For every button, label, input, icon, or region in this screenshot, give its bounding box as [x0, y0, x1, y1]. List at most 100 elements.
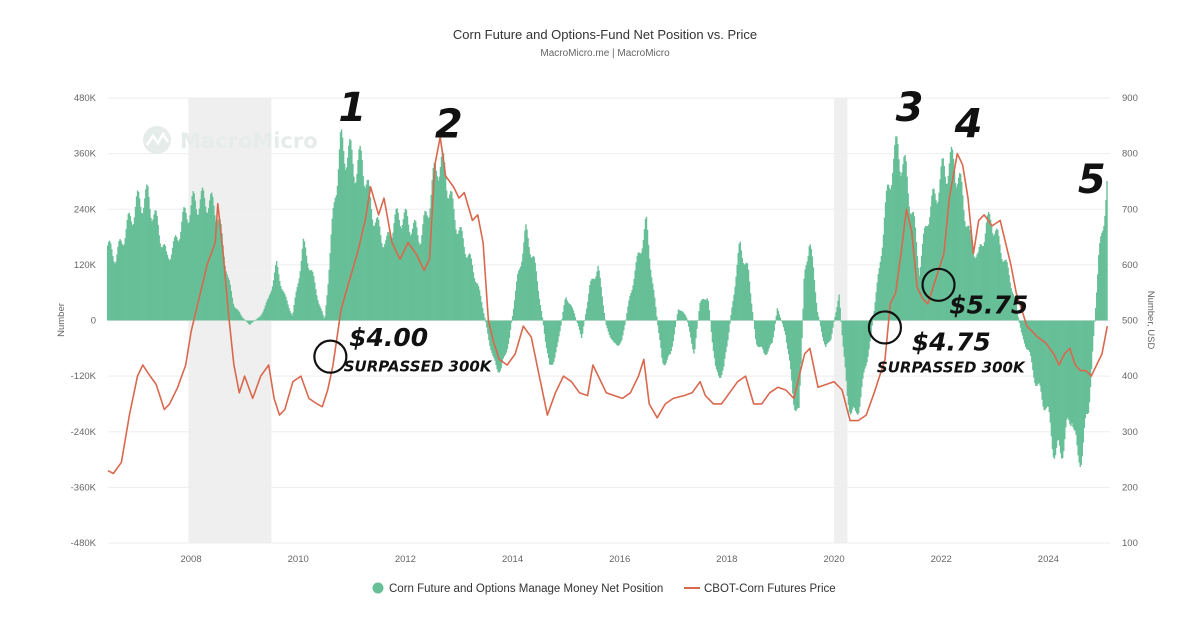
net-position-bar [948, 163, 951, 321]
net-position-bar [185, 212, 187, 321]
net-position-bar [534, 262, 536, 321]
left-axis-ticks: 480K 360K 240K 120K 0 -120K -240K -360K -480K [71, 93, 97, 549]
net-position-bar [472, 272, 475, 321]
net-position-bar [162, 245, 165, 321]
net-position-bar [562, 311, 564, 321]
net-position-bar [463, 246, 465, 321]
net-position-bar [252, 320, 254, 322]
net-position-bar [694, 320, 696, 350]
net-position-bar [881, 247, 884, 321]
net-position-bar [416, 227, 418, 321]
legend-dot-icon [372, 582, 384, 594]
net-position-bar [988, 213, 991, 321]
net-position-bar [381, 242, 383, 321]
net-position-bar [554, 320, 556, 358]
net-position-bar [786, 320, 789, 349]
legend-item-price[interactable]: CBOT-Corn Futures Price [684, 583, 836, 595]
net-position-bar [354, 183, 356, 321]
net-position-bar [1099, 243, 1101, 321]
net-position-bar [884, 202, 887, 321]
net-position-bar [324, 316, 326, 321]
net-position-bar [461, 230, 463, 321]
net-position-bar [578, 320, 581, 330]
net-position-bar [591, 278, 593, 321]
net-position-bar [396, 208, 398, 321]
net-position-bar [118, 241, 120, 321]
net-position-bar [322, 314, 324, 321]
net-position-bar [334, 197, 337, 321]
net-position-bar [907, 193, 909, 321]
net-position-bar [982, 246, 985, 321]
net-position-bar [337, 169, 340, 321]
net-position-bar [154, 210, 156, 321]
net-position-bar [804, 269, 806, 321]
net-position-bar [697, 320, 699, 321]
net-position-bar [344, 169, 347, 321]
net-position-bar [816, 311, 819, 321]
net-position-bar [709, 320, 712, 321]
net-position-bar [1093, 320, 1096, 322]
net-position-bar [911, 212, 914, 321]
net-position-bar [990, 226, 993, 321]
net-position-bar [608, 320, 611, 335]
net-position-bar [1102, 230, 1104, 321]
net-position-bar [969, 229, 971, 321]
net-position-bar [567, 302, 569, 321]
net-position-bar [761, 320, 763, 348]
net-position-bar [142, 213, 144, 321]
net-position-bar [165, 251, 168, 321]
net-position-bar [1058, 320, 1061, 446]
legend[interactable]: Corn Future and Options Manage Money Net… [372, 582, 836, 596]
net-position-bar [258, 317, 260, 321]
net-position-bar [519, 268, 521, 321]
net-position-bar [410, 233, 413, 321]
legend-item-net-position[interactable]: Corn Future and Options Manage Money Net… [372, 582, 664, 596]
net-position-bar [1021, 320, 1024, 336]
net-position-bar [259, 316, 261, 321]
net-position-bar [1067, 320, 1069, 418]
annotation-circle-marker [867, 310, 903, 345]
net-position-bar [1013, 296, 1016, 321]
net-position-bar [317, 300, 319, 321]
net-position-bar [395, 208, 397, 321]
net-position-bar [470, 258, 473, 321]
net-position-bar [199, 199, 202, 321]
net-position-bar [776, 308, 779, 321]
net-position-bar [739, 241, 741, 321]
net-position-bar [956, 184, 959, 321]
net-position-bar [732, 301, 734, 321]
net-position-bar [997, 230, 999, 321]
net-position-bar [705, 299, 707, 321]
net-position-bar [468, 253, 471, 321]
net-position-bar [318, 303, 320, 321]
net-position-bar [291, 315, 293, 321]
net-position-bar [598, 270, 600, 321]
net-position-bar [762, 320, 764, 350]
net-position-bar [478, 290, 481, 321]
net-position-bar [978, 247, 980, 321]
net-position-bar [843, 320, 846, 357]
net-position-bar [531, 257, 533, 321]
net-position-bar [713, 320, 716, 359]
net-position-bar [717, 320, 720, 376]
net-position-bar [124, 238, 126, 321]
net-position-bar [116, 254, 118, 321]
net-position-bar [609, 320, 612, 338]
net-position-bar [140, 212, 143, 321]
net-position-bar [488, 320, 490, 341]
net-position-bar [972, 250, 974, 321]
net-position-bar [965, 226, 967, 321]
net-position-bar [625, 319, 627, 321]
net-position-bar [706, 298, 708, 321]
net-position-bar [390, 238, 392, 321]
net-position-bar [894, 144, 896, 321]
net-position-bar [1076, 320, 1078, 446]
y2-tick-label: 800 [1122, 149, 1138, 160]
net-position-bar [979, 244, 982, 321]
x-tick-label: 2020 [823, 554, 844, 565]
net-position-bar [455, 229, 457, 321]
net-position-bar [1057, 320, 1060, 441]
net-position-bar [734, 286, 736, 321]
net-position-bar [844, 320, 847, 368]
net-position-bar [367, 179, 370, 321]
